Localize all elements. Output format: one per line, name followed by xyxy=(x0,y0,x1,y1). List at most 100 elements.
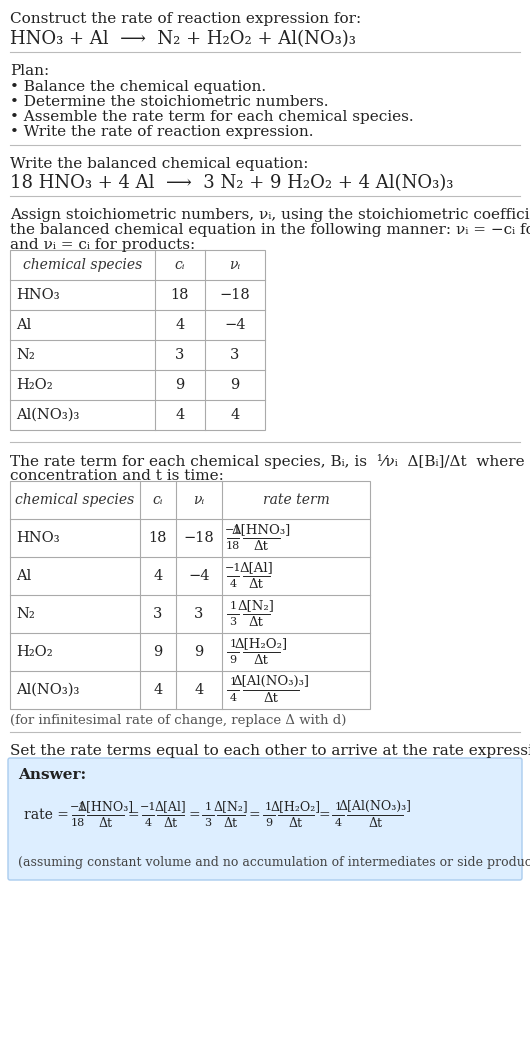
Text: −4: −4 xyxy=(224,318,246,332)
Text: Set the rate terms equal to each other to arrive at the rate expression:: Set the rate terms equal to each other t… xyxy=(10,744,530,758)
Text: H₂O₂: H₂O₂ xyxy=(16,645,52,659)
Text: −1: −1 xyxy=(70,802,86,812)
Text: 3: 3 xyxy=(195,607,204,621)
Text: cᵢ: cᵢ xyxy=(153,493,163,507)
Text: Δ[Al(NO₃)₃]: Δ[Al(NO₃)₃] xyxy=(339,800,412,813)
Text: The rate term for each chemical species, Bᵢ, is  ¹⁄νᵢ  Δ[Bᵢ]/Δt  where [Bᵢ] is t: The rate term for each chemical species,… xyxy=(10,454,530,469)
Text: Δt: Δt xyxy=(163,817,178,829)
Text: Write the balanced chemical equation:: Write the balanced chemical equation: xyxy=(10,157,308,170)
Text: the balanced chemical equation in the following manner: νᵢ = −cᵢ for reactants: the balanced chemical equation in the fo… xyxy=(10,223,530,237)
Text: 9: 9 xyxy=(153,645,163,659)
Text: (assuming constant volume and no accumulation of intermediates or side products): (assuming constant volume and no accumul… xyxy=(18,856,530,869)
Text: 1: 1 xyxy=(335,802,342,812)
Text: rate term: rate term xyxy=(263,493,329,507)
Text: −1: −1 xyxy=(225,525,241,535)
Text: −4: −4 xyxy=(188,569,210,583)
Text: Δt: Δt xyxy=(254,654,269,667)
Text: HNO₃: HNO₃ xyxy=(16,288,59,302)
Text: 4: 4 xyxy=(175,318,184,332)
Text: 4: 4 xyxy=(229,693,236,703)
Text: 1: 1 xyxy=(229,639,236,649)
Text: Δ[N₂]: Δ[N₂] xyxy=(214,800,248,813)
Text: cᵢ: cᵢ xyxy=(175,258,186,272)
Text: 9: 9 xyxy=(195,645,204,659)
Text: 18: 18 xyxy=(226,541,240,551)
Text: chemical species: chemical species xyxy=(15,493,135,507)
Text: Δt: Δt xyxy=(264,692,279,705)
Text: Δ[H₂O₂]: Δ[H₂O₂] xyxy=(271,800,321,813)
Text: =: = xyxy=(128,808,139,822)
Text: Δt: Δt xyxy=(224,817,238,829)
Text: HNO₃ + Al  ⟶  N₂ + H₂O₂ + Al(NO₃)₃: HNO₃ + Al ⟶ N₂ + H₂O₂ + Al(NO₃)₃ xyxy=(10,30,356,48)
Text: Δ[Al(NO₃)₃]: Δ[Al(NO₃)₃] xyxy=(233,675,310,688)
Text: Al: Al xyxy=(16,569,31,583)
Text: Al(NO₃)₃: Al(NO₃)₃ xyxy=(16,408,80,422)
Text: =: = xyxy=(188,808,200,822)
Text: Δt: Δt xyxy=(99,817,112,829)
Text: 9: 9 xyxy=(175,378,184,392)
Text: Δ[HNO₃]: Δ[HNO₃] xyxy=(77,800,134,813)
Bar xyxy=(10,250,265,430)
Text: −1: −1 xyxy=(225,563,241,573)
Text: chemical species: chemical species xyxy=(23,258,142,272)
Text: 4: 4 xyxy=(144,818,152,828)
Text: Δt: Δt xyxy=(249,616,264,629)
Text: Answer:: Answer: xyxy=(18,768,86,782)
Text: 4: 4 xyxy=(153,569,163,583)
Text: =: = xyxy=(249,808,260,822)
Text: 3: 3 xyxy=(229,617,236,627)
Text: νᵢ: νᵢ xyxy=(193,493,205,507)
Text: N₂: N₂ xyxy=(16,348,35,362)
Text: Δ[Al]: Δ[Al] xyxy=(155,800,187,813)
Text: 1: 1 xyxy=(229,677,236,687)
Text: Assign stoichiometric numbers, νᵢ, using the stoichiometric coefficients, cᵢ, fr: Assign stoichiometric numbers, νᵢ, using… xyxy=(10,208,530,222)
Text: 9: 9 xyxy=(265,818,272,828)
Text: 4: 4 xyxy=(153,683,163,697)
Text: 9: 9 xyxy=(231,378,240,392)
Text: Δt: Δt xyxy=(254,540,269,553)
Text: Construct the rate of reaction expression for:: Construct the rate of reaction expressio… xyxy=(10,12,361,26)
Text: 18: 18 xyxy=(171,288,189,302)
Text: • Assemble the rate term for each chemical species.: • Assemble the rate term for each chemic… xyxy=(10,110,413,124)
Text: 3: 3 xyxy=(231,348,240,362)
Text: Δt: Δt xyxy=(249,578,264,591)
Text: Δ[N₂]: Δ[N₂] xyxy=(238,599,275,612)
Text: =: = xyxy=(319,808,330,822)
Text: concentration and t is time:: concentration and t is time: xyxy=(10,469,224,483)
Text: Δ[Al]: Δ[Al] xyxy=(240,561,273,574)
Text: N₂: N₂ xyxy=(16,607,35,621)
Text: and νᵢ = cᵢ for products:: and νᵢ = cᵢ for products: xyxy=(10,238,195,252)
Text: 3: 3 xyxy=(175,348,184,362)
Text: • Write the rate of reaction expression.: • Write the rate of reaction expression. xyxy=(10,126,314,139)
Text: Δt: Δt xyxy=(289,817,303,829)
Text: −18: −18 xyxy=(183,531,214,545)
Text: 3: 3 xyxy=(153,607,163,621)
Text: (for infinitesimal rate of change, replace Δ with d): (for infinitesimal rate of change, repla… xyxy=(10,714,347,727)
FancyBboxPatch shape xyxy=(8,758,522,880)
Text: 9: 9 xyxy=(229,655,236,665)
Text: 1: 1 xyxy=(205,802,211,812)
Text: 18: 18 xyxy=(149,531,167,545)
Text: 18: 18 xyxy=(71,818,85,828)
Text: νᵢ: νᵢ xyxy=(229,258,241,272)
Text: Plan:: Plan: xyxy=(10,64,49,78)
Text: 4: 4 xyxy=(195,683,204,697)
Text: H₂O₂: H₂O₂ xyxy=(16,378,52,392)
Text: 18 HNO₃ + 4 Al  ⟶  3 N₂ + 9 H₂O₂ + 4 Al(NO₃)₃: 18 HNO₃ + 4 Al ⟶ 3 N₂ + 9 H₂O₂ + 4 Al(NO… xyxy=(10,174,453,192)
Text: −1: −1 xyxy=(139,802,156,812)
Text: 1: 1 xyxy=(265,802,272,812)
Text: • Determine the stoichiometric numbers.: • Determine the stoichiometric numbers. xyxy=(10,95,329,109)
Bar xyxy=(10,481,370,709)
Text: Al(NO₃)₃: Al(NO₃)₃ xyxy=(16,683,80,697)
Text: Δ[HNO₃]: Δ[HNO₃] xyxy=(232,523,291,536)
Text: Al: Al xyxy=(16,318,31,332)
Text: 1: 1 xyxy=(229,601,236,611)
Text: • Balance the chemical equation.: • Balance the chemical equation. xyxy=(10,79,266,94)
Text: Δt: Δt xyxy=(368,817,382,829)
Text: Δ[H₂O₂]: Δ[H₂O₂] xyxy=(235,637,288,650)
Text: 4: 4 xyxy=(175,408,184,422)
Text: rate =: rate = xyxy=(24,808,73,822)
Text: −18: −18 xyxy=(219,288,250,302)
Text: 4: 4 xyxy=(335,818,342,828)
Text: 4: 4 xyxy=(231,408,240,422)
